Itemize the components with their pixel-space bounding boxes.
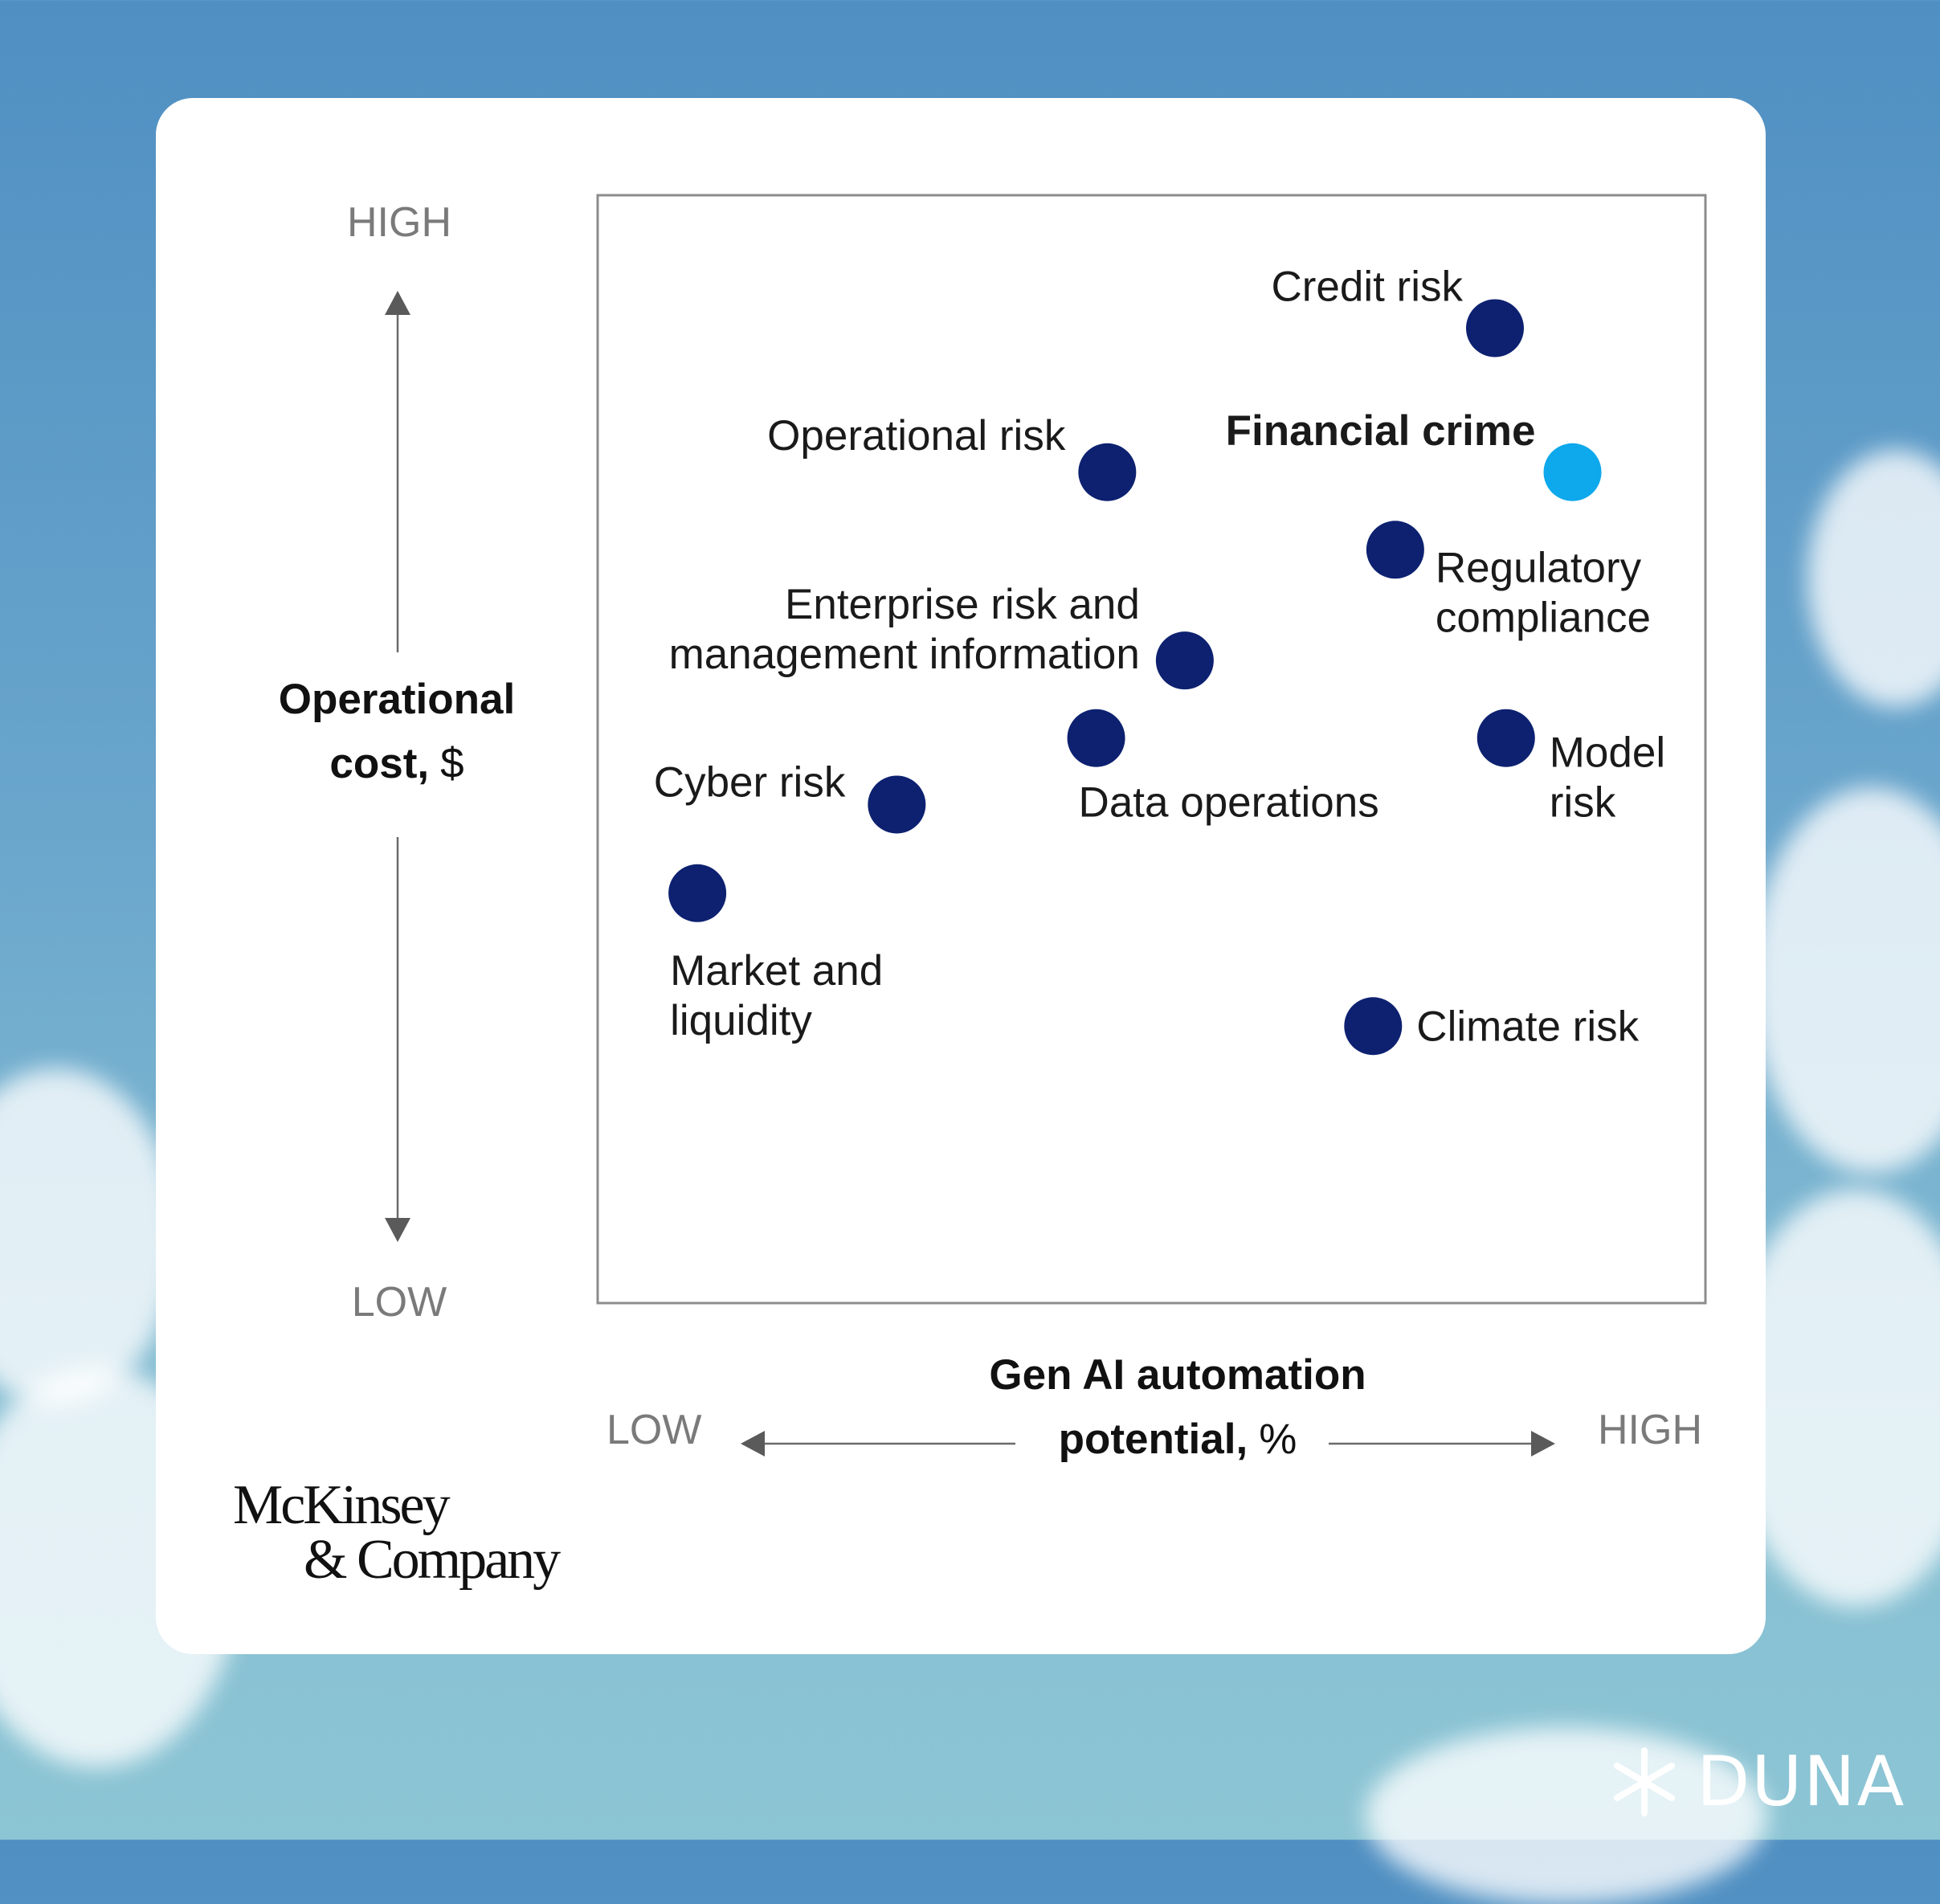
y-axis-label-bold2: cost,: [329, 740, 429, 787]
x-axis-label-unit: %: [1259, 1416, 1297, 1463]
y-axis-high-label: HIGH: [347, 199, 451, 246]
data-point-label-line: risk: [1550, 779, 1616, 827]
data-point-label-line: Cyber risk: [654, 758, 846, 806]
data-point: [668, 864, 727, 922]
data-point-label-line: compliance: [1436, 594, 1651, 641]
y-axis-label-line1: Operational: [279, 676, 516, 723]
scatter-chart: HIGH Operational cost, $ LOW LOW Gen AI a…: [279, 194, 1707, 1463]
data-point-label: Cyber risk: [654, 758, 846, 806]
data-point-label: Market and liquidity: [670, 947, 883, 1044]
data-point-label: Model risk: [1550, 729, 1665, 827]
data-point-label-line: Financial crime: [1226, 407, 1536, 455]
data-point-label-line: Model: [1550, 729, 1665, 777]
data-point: [1465, 299, 1524, 358]
data-point-label-line: Data operations: [1079, 779, 1379, 827]
x-axis-label-line2: potential,%: [1059, 1416, 1297, 1463]
x-axis-arrowhead-right: [1531, 1431, 1555, 1457]
data-point: [1155, 631, 1214, 690]
data-point: [1078, 443, 1137, 501]
data-point-label: Regulatory compliance: [1436, 544, 1651, 641]
data-point-label: Data operations: [1079, 779, 1379, 827]
points-layer: Credit risk Operational risk Financial cri…: [654, 263, 1665, 1056]
cloud-decoration: [1751, 787, 1940, 1173]
duna-wordmark: DUNA: [1697, 1742, 1906, 1822]
cloud-decoration: [0, 1068, 177, 1406]
x-axis-arrowhead-left: [741, 1431, 765, 1457]
data-point-label-line: Market and: [670, 947, 883, 995]
cloud-decoration: [1807, 450, 1940, 707]
data-point-label: Enterprise risk and management informatio…: [669, 581, 1140, 678]
data-point-label: Operational risk: [767, 412, 1066, 460]
x-axis-label-bold2: potential,: [1059, 1416, 1248, 1463]
data-point-label: Financial crime: [1226, 407, 1536, 455]
x-axis-low-label: LOW: [607, 1407, 701, 1453]
data-point-label: Credit risk: [1271, 263, 1463, 310]
plot-frame: [596, 194, 1707, 1305]
x-axis-high-label: HIGH: [1598, 1407, 1702, 1453]
mckinsey-logo-line2: & Company: [304, 1529, 561, 1591]
data-point: [1543, 443, 1602, 501]
y-axis-label-line2: cost, $: [329, 740, 464, 787]
y-axis-low-label: LOW: [352, 1279, 447, 1326]
data-point-label-line: liquidity: [670, 997, 812, 1044]
data-point: [1067, 709, 1125, 767]
data-point: [1476, 709, 1535, 767]
y-axis-label-unit: $: [440, 740, 464, 787]
y-axis-label-bold1: Operational: [279, 676, 516, 723]
asterisk-icon: [1614, 1747, 1675, 1816]
data-point-label-line: Enterprise risk and: [785, 581, 1140, 628]
chart-card: HIGH Operational cost, $ LOW LOW Gen AI a…: [156, 98, 1766, 1654]
data-point: [1344, 997, 1403, 1056]
data-point: [1366, 521, 1424, 579]
data-point-label-line: Climate risk: [1416, 1003, 1639, 1050]
y-axis-arrowhead-down: [385, 1218, 410, 1242]
y-axis-arrowhead-up: [385, 291, 410, 315]
data-point: [868, 775, 926, 834]
data-point-label-line: Regulatory: [1436, 544, 1642, 591]
mckinsey-logo-line1: McKinsey: [233, 1474, 451, 1536]
x-axis-label-line1: Gen AI automation: [989, 1351, 1366, 1399]
data-point-label-line: management information: [669, 631, 1140, 678]
data-point-label: Climate risk: [1416, 1003, 1639, 1050]
data-point-label-line: Credit risk: [1271, 263, 1463, 310]
data-point-label-line: Operational risk: [767, 412, 1066, 460]
duna-watermark: DUNA: [1610, 1742, 1905, 1822]
